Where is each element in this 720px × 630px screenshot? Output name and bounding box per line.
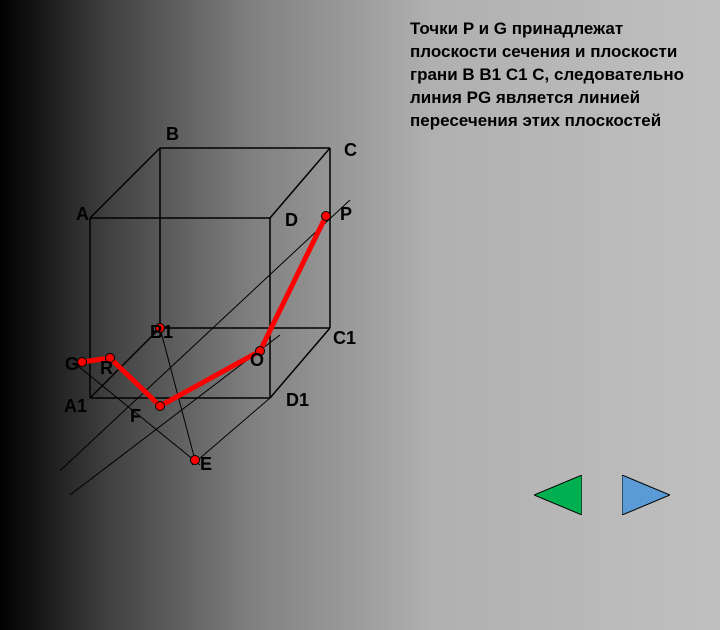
label-D1: D1 bbox=[286, 390, 309, 411]
label-O: O bbox=[250, 350, 264, 371]
point-E bbox=[191, 456, 200, 465]
label-R: R bbox=[100, 358, 113, 379]
label-A: А bbox=[76, 204, 89, 225]
point-P bbox=[322, 212, 331, 221]
marked-points bbox=[78, 212, 331, 465]
label-D: D bbox=[285, 210, 298, 231]
navigation-controls bbox=[534, 475, 670, 515]
construction-lines bbox=[60, 200, 350, 495]
label-C: С bbox=[344, 140, 357, 161]
section-line bbox=[82, 216, 326, 406]
label-C1: С1 bbox=[333, 328, 356, 349]
point-F bbox=[156, 402, 165, 411]
cube-edges bbox=[90, 148, 330, 398]
label-B1: В1 bbox=[150, 322, 173, 343]
label-A1: А1 bbox=[64, 396, 87, 417]
label-G: G bbox=[65, 354, 79, 375]
label-E: E bbox=[200, 454, 212, 475]
label-B: В bbox=[166, 124, 179, 145]
label-P: P bbox=[340, 204, 352, 225]
next-button[interactable] bbox=[622, 475, 670, 515]
prev-button[interactable] bbox=[534, 475, 582, 515]
geometry-diagram bbox=[60, 110, 480, 630]
label-F: F bbox=[130, 406, 141, 427]
